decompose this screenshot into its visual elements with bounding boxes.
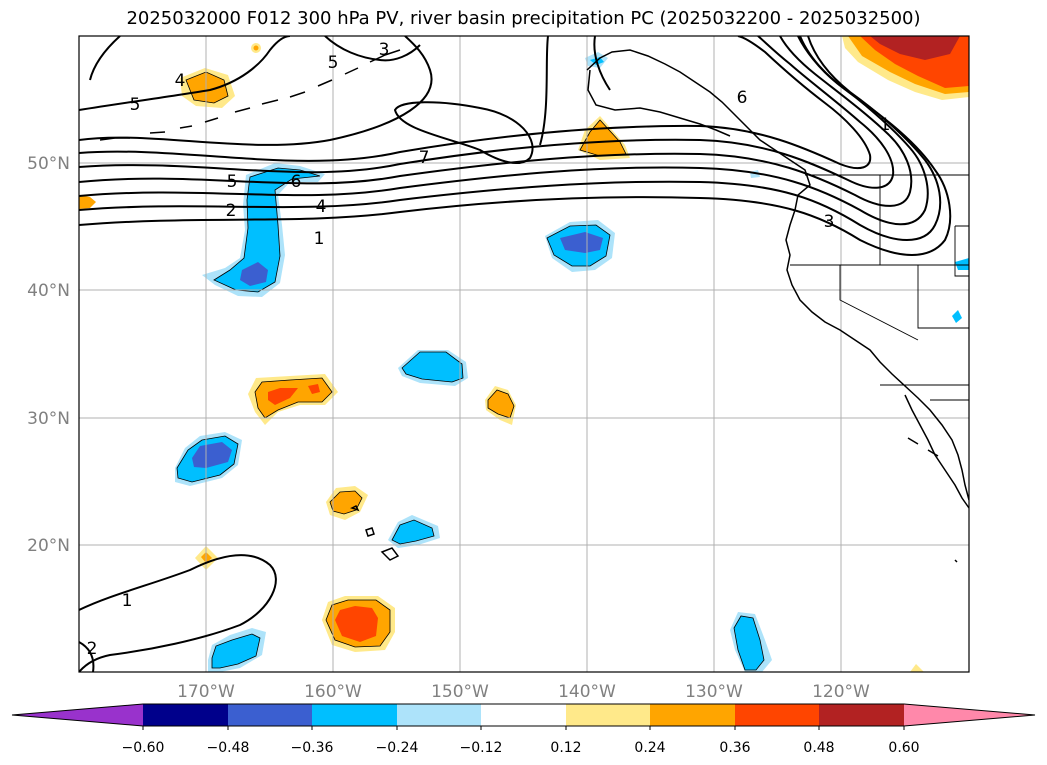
contour-label: 4 — [316, 197, 327, 217]
colorbar-tick-label: −0.48 — [207, 740, 250, 756]
colorbar-tick-labels: −0.60 −0.48 −0.36 −0.24 −0.12 0.12 0.24 … — [122, 740, 920, 756]
lon-label: 160°W — [304, 682, 362, 702]
contour-label: 2 — [87, 639, 98, 659]
colorbar-segment — [312, 704, 397, 726]
colorbar-tick-label: −0.24 — [376, 740, 419, 756]
lat-label: 30°N — [27, 409, 70, 429]
contour-label: 1 — [880, 115, 891, 135]
contour-label: 3 — [824, 212, 835, 232]
colorbar-segment — [481, 704, 566, 726]
contour-label: 5 — [227, 172, 238, 192]
contour-label: 6 — [737, 88, 748, 108]
colorbar-tick-label: 0.60 — [888, 740, 919, 756]
contour-label: 4 — [175, 71, 186, 91]
colorbar-tick-label: 0.24 — [634, 740, 665, 756]
colorbar-segment — [819, 704, 904, 726]
colorbar-segment — [12, 704, 143, 726]
colorbar-segment — [228, 704, 312, 726]
colorbar-tick-label: 0.12 — [550, 740, 581, 756]
latitude-labels: 50°N 40°N 30°N 20°N — [27, 154, 70, 556]
plot-frame — [78, 35, 970, 673]
contour-label: 1 — [314, 229, 325, 249]
contour-label: 5 — [328, 53, 339, 73]
colorbar-tick-label: 0.48 — [803, 740, 834, 756]
map-title: 2025032000 F012 300 hPa PV, river basin … — [126, 8, 921, 29]
coastlines — [99, 49, 969, 563]
colorbar-segment — [566, 704, 650, 726]
lon-label: 150°W — [431, 682, 489, 702]
map-content: 5 3 4 6 5 7 5 6 2 4 1 1 3 1 2 — [79, 36, 969, 672]
colorbar-segment — [735, 704, 819, 726]
contour-label: 3 — [379, 40, 390, 60]
contour-label: 2 — [226, 201, 237, 221]
contour-label: 6 — [291, 172, 302, 192]
colorbar-segment — [397, 704, 481, 726]
contour-label: 5 — [130, 95, 141, 115]
lon-label: 170°W — [177, 682, 235, 702]
longitude-labels: 170°W 160°W 150°W 140°W 130°W 120°W — [177, 682, 870, 702]
contour-label: 1 — [122, 591, 133, 611]
colorbar-segment — [904, 704, 1035, 726]
colorbar-tick-label: −0.12 — [460, 740, 503, 756]
lat-label: 20°N — [27, 536, 70, 556]
plot-background — [79, 36, 969, 672]
pv-contours — [79, 36, 952, 672]
colorbar-tick-label: 0.36 — [719, 740, 750, 756]
colorbar-tick-label: −0.60 — [122, 740, 165, 756]
lat-label: 50°N — [27, 154, 70, 174]
colorbar-segment — [143, 704, 228, 726]
contour-labels: 5 3 4 6 5 7 5 6 2 4 1 1 3 1 2 — [87, 40, 891, 659]
lon-label: 140°W — [558, 682, 616, 702]
lon-label: 120°W — [812, 682, 870, 702]
colorbar-tick-label: −0.36 — [291, 740, 334, 756]
lon-label: 130°W — [685, 682, 743, 702]
colorbar — [11, 703, 1036, 730]
colorbar-segment — [650, 704, 735, 726]
lat-label: 40°N — [27, 281, 70, 301]
contour-label: 7 — [419, 148, 430, 168]
